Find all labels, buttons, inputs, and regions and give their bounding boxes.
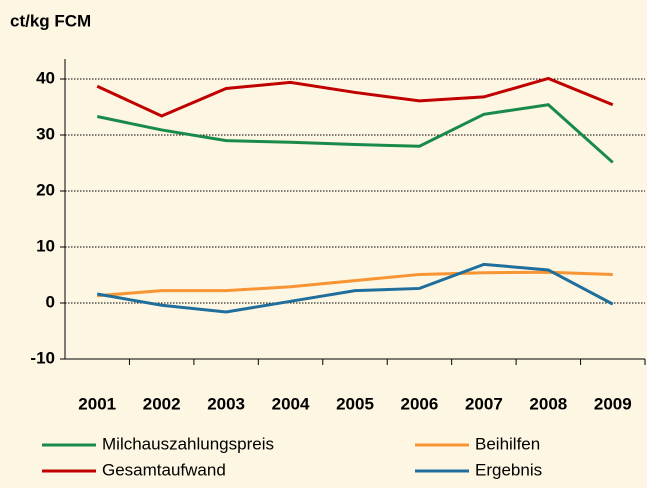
legend-label: Ergebnis	[475, 460, 542, 479]
y-axis-title: ct/kg FCM	[10, 11, 91, 30]
y-tick-label: 40	[36, 68, 55, 87]
x-tick-label: 2003	[207, 394, 245, 413]
series-line	[96, 76, 614, 118]
y-tick-label: -10	[30, 348, 55, 367]
x-tick-label: 2007	[465, 394, 503, 413]
series-line	[96, 262, 614, 314]
x-tick-label: 2002	[143, 394, 181, 413]
x-tick-label: 2005	[336, 394, 374, 413]
series-line	[96, 103, 614, 164]
legend-label: Beihilfen	[475, 434, 540, 453]
y-tick-label: 30	[36, 124, 55, 143]
x-tick-label: 2006	[401, 394, 439, 413]
x-tick-label: 2009	[594, 394, 632, 413]
legend-label: Gesamtaufwand	[102, 460, 226, 479]
series-line	[97, 270, 613, 298]
x-tick-label: 2004	[272, 394, 310, 413]
y-tick-label: 0	[46, 292, 55, 311]
legend-label: Milchauszahlungspreis	[102, 434, 274, 453]
x-tick-label: 2001	[78, 394, 116, 413]
y-tick-label: 10	[36, 236, 55, 255]
x-tick-label: 2008	[529, 394, 567, 413]
y-tick-label: 20	[36, 180, 55, 199]
